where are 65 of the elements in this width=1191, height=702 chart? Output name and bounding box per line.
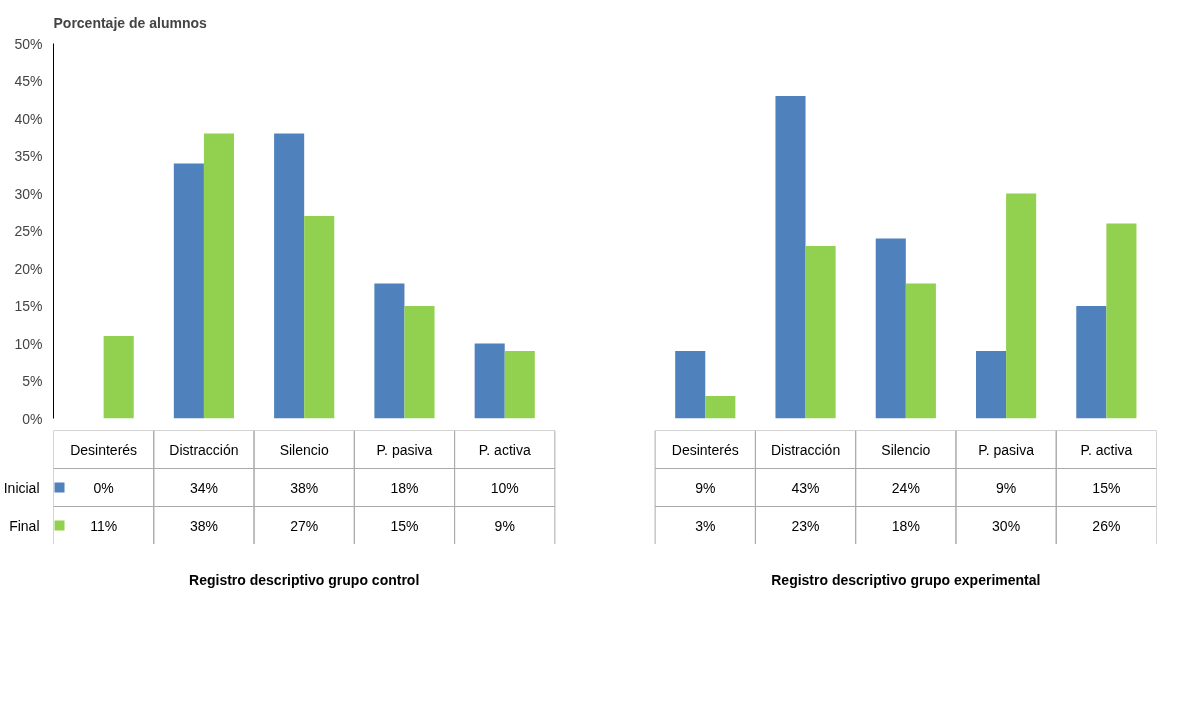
data-label: 9%	[995, 479, 1017, 496]
bar	[805, 246, 836, 419]
data-label: 27%	[290, 517, 319, 534]
bar	[1006, 193, 1037, 419]
y-tick-label: 30%	[14, 185, 43, 202]
data-label: 30%	[992, 517, 1021, 534]
data-label: 9%	[695, 479, 716, 496]
data-label: 43%	[791, 479, 820, 496]
bar	[304, 216, 335, 419]
x-tick-label: P. pasiva	[978, 441, 1035, 458]
chart-title: Porcentaje de alumnos	[53, 15, 207, 31]
data-label: 9%	[494, 517, 515, 534]
x-tick-label: P. pasiva	[376, 441, 433, 458]
bar	[504, 351, 535, 419]
y-tick-label: 50%	[14, 35, 43, 52]
x-tick-label: P. activa	[478, 441, 531, 458]
data-label: 34%	[189, 479, 218, 496]
x-tick-label: Desinterés	[671, 441, 739, 458]
bar	[203, 133, 234, 419]
bar	[173, 163, 204, 419]
y-tick-label: 35%	[14, 148, 43, 164]
data-label: 18%	[891, 517, 920, 534]
y-tick-label: 45%	[14, 73, 43, 89]
data-label: 38%	[189, 517, 218, 534]
bar	[474, 343, 505, 419]
y-tick-label: 5%	[22, 373, 43, 389]
bar	[274, 133, 305, 419]
bar	[404, 306, 435, 419]
data-label: 15%	[1092, 479, 1121, 496]
data-label: 26%	[1092, 517, 1121, 534]
bar	[675, 351, 706, 419]
x-tick-label: Distracción	[169, 441, 239, 458]
bar	[705, 396, 736, 419]
data-label: 18%	[390, 479, 419, 496]
bar	[875, 238, 906, 419]
legend-label: Inicial	[3, 479, 40, 496]
data-label: 10%	[490, 479, 519, 496]
data-label: 15%	[390, 517, 419, 534]
data-label: 24%	[891, 479, 920, 496]
data-label: 11%	[90, 517, 118, 534]
y-tick-label: 20%	[14, 260, 43, 277]
bar	[374, 283, 405, 419]
bar	[1106, 223, 1137, 419]
y-tick-label: 25%	[14, 223, 43, 239]
data-label: 23%	[791, 517, 820, 534]
bar	[976, 351, 1007, 419]
data-label: 0%	[93, 479, 114, 496]
x-tick-label: P. activa	[1080, 441, 1133, 458]
legend-label: Final	[9, 517, 40, 534]
bar	[1076, 306, 1107, 419]
data-label: 3%	[695, 517, 716, 534]
text: Registro descriptivo grupo experimental	[771, 571, 1041, 588]
y-tick-label: 0%	[22, 410, 43, 427]
x-tick-label: Silencio	[881, 441, 931, 458]
x-tick-label: Distracción	[770, 441, 841, 458]
x-tick-label: Silencio	[279, 441, 329, 458]
y-tick-label: 15%	[14, 298, 43, 314]
x-tick-label: Desinterés	[70, 441, 138, 458]
y-tick-label: 10%	[14, 335, 43, 352]
bar	[103, 336, 134, 419]
data-label: 38%	[290, 479, 319, 496]
bar	[905, 283, 936, 419]
text: Registro descriptivo grupo control	[189, 571, 420, 588]
y-tick-label: 40%	[14, 110, 43, 127]
bar	[775, 96, 806, 419]
